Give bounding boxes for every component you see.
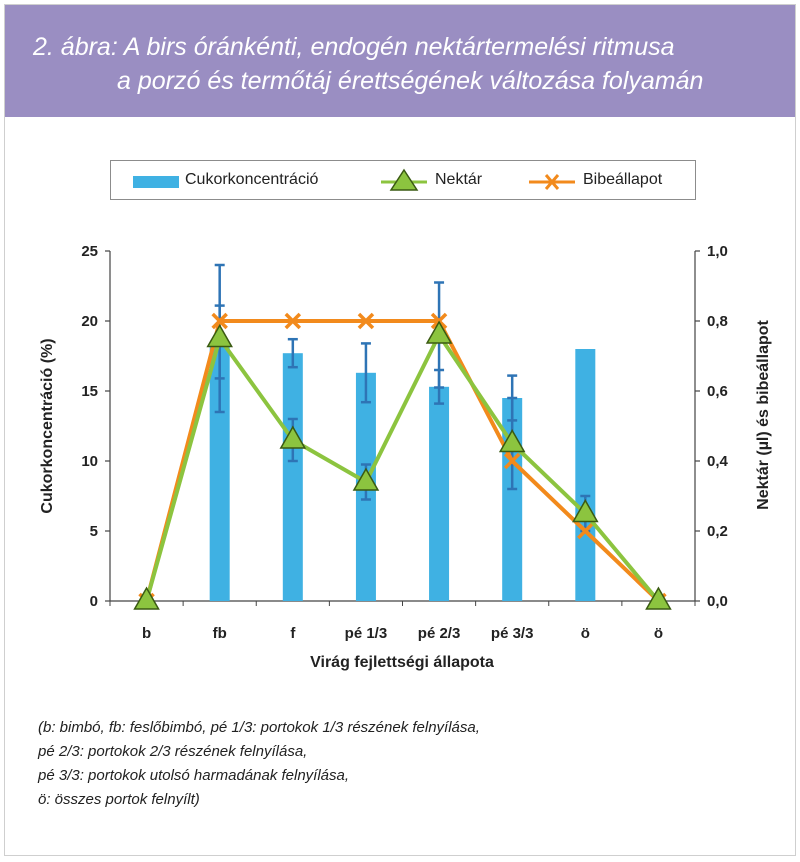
chart-legend: Cukorkoncentráció Nektár Bibeállapot	[110, 160, 696, 200]
point-nektar	[645, 586, 672, 610]
legend-label-cukor: Cukorkoncentráció	[185, 171, 319, 188]
bar-cukor	[575, 349, 596, 601]
series-line-nektar	[144, 333, 660, 603]
x-tick-label: fb	[213, 625, 227, 642]
x-tick-label: pé 1/3	[345, 625, 388, 642]
bar-cukor	[282, 353, 303, 601]
x-tick-label: pé 3/3	[491, 625, 534, 642]
y-tick-label: 0	[90, 593, 98, 610]
x-tick-label: ö	[581, 625, 590, 642]
y-tick-label: 5	[90, 523, 98, 540]
y-axis-title: Cukorkoncentráció (%)	[39, 338, 56, 513]
note-line: (b: bimbó, fb: feslőbimbó, pé 1/3: porto…	[38, 719, 480, 736]
figure-title-line-1: 2. ábra: A birs óránkénti, endogén nektá…	[33, 33, 675, 61]
bar-cukor	[429, 386, 450, 601]
y2-tick-label: 1,0	[707, 243, 728, 260]
legend-cross-icon	[544, 174, 560, 190]
point-nektar	[425, 320, 453, 344]
plot-area: 0 5 10 15 20 25 0,0 0,2 0,4 0,6 0,8 1,0 b fb f pé 1/3 pé…	[81, 243, 728, 642]
point-bibe	[284, 312, 302, 330]
y-tick-label: 20	[81, 313, 98, 330]
note-line: pé 3/3: portokok utolsó harmadának felny…	[38, 767, 350, 784]
point-bibe	[577, 522, 594, 540]
point-nektar	[572, 498, 599, 523]
point-nektar	[133, 586, 160, 610]
figure-title-line-2: a porzó és termőtáj érettségének változá…	[117, 67, 704, 95]
series-line-bibe	[144, 319, 660, 603]
y2-tick-label: 0,6	[707, 383, 728, 400]
figure-frame: 2. ábra: A birs óránkénti, endogén nektá…	[4, 4, 796, 856]
x-tick-label: pé 2/3	[418, 625, 461, 642]
note-line: ö: összes portok felnyílt)	[38, 791, 200, 808]
bar-cukor	[209, 342, 230, 601]
legend-label-bibe: Bibeállapot	[583, 171, 663, 188]
y2-axis-title: Nektár (µl) és bibeállapot	[755, 319, 772, 509]
legend-bar-swatch	[133, 176, 179, 188]
point-bibe	[503, 452, 521, 470]
point-nektar	[498, 428, 526, 453]
y2-tick-label: 0,4	[707, 453, 729, 470]
legend-markers	[133, 168, 575, 191]
y2-tick-label: 0,0	[707, 593, 728, 610]
y-tick-label: 15	[81, 383, 98, 400]
figure-notes: (b: bimbó, fb: feslőbimbó, pé 1/3: porto…	[38, 716, 738, 812]
x-tick-label: b	[142, 625, 151, 642]
x-axis-title: Virág fejlettségi állapota	[310, 654, 494, 671]
y2-tick-label: 0,2	[707, 523, 728, 540]
chart-svg: 0 5 10 15 20 25 0,0 0,2 0,4 0,6 0,8 1,0 b fb f pé 1/3 pé…	[39, 243, 772, 671]
legend-triangle-icon	[389, 168, 419, 191]
x-tick-label: ö	[654, 625, 663, 642]
point-nektar	[206, 323, 233, 348]
x-tick-label: f	[290, 625, 296, 642]
point-bibe	[357, 312, 375, 330]
title-banner: 2. ábra: A birs óránkénti, endogén nektá…	[5, 5, 795, 117]
y2-tick-label: 0,8	[707, 313, 728, 330]
point-nektar	[279, 425, 307, 449]
point-nektar	[352, 467, 380, 491]
y-tick-label: 10	[81, 453, 98, 470]
y-tick-label: 25	[81, 243, 98, 260]
legend-label-nektar: Nektár	[435, 171, 483, 188]
note-line: pé 2/3: portokok 2/3 részének felnyílása…	[38, 743, 308, 760]
point-bibe	[211, 312, 228, 330]
